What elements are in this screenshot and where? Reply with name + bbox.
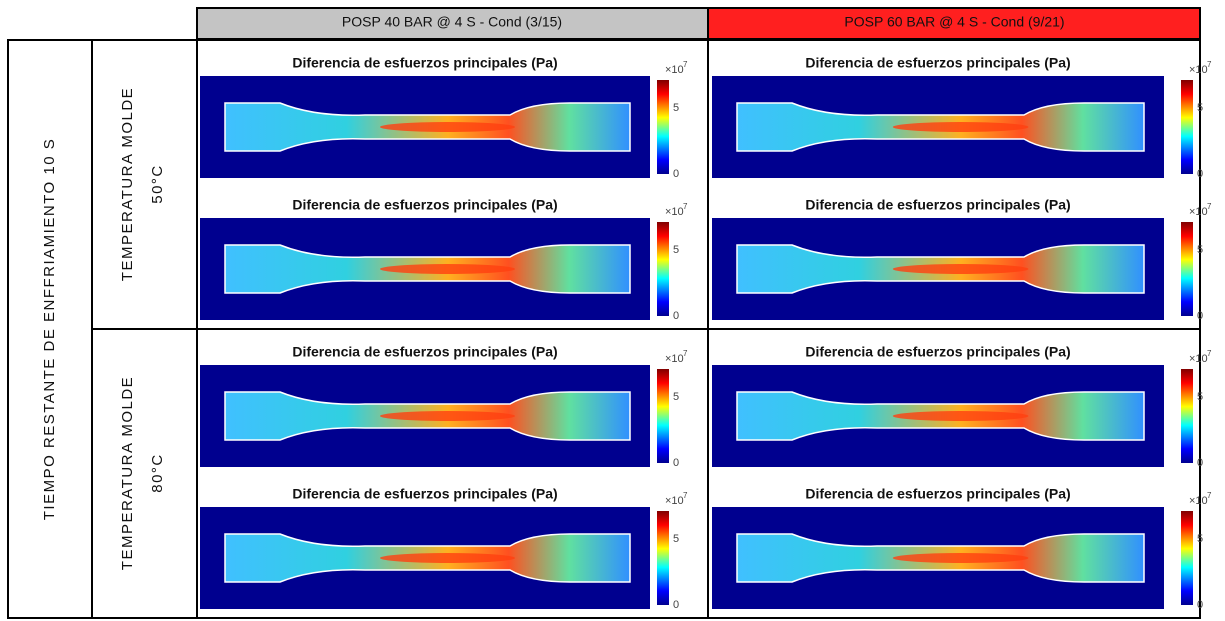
colorbar — [1181, 511, 1193, 605]
plot-title: Diferencia de esfuerzos principales (Pa) — [805, 344, 1070, 360]
plot-title: Diferencia de esfuerzos principales (Pa) — [292, 197, 557, 213]
stress-band — [380, 122, 515, 132]
column-header: POSP 40 BAR @ 4 S - Cond (3/15) — [342, 14, 562, 30]
colorbar-tick: 0 — [1197, 310, 1203, 322]
stress-band — [380, 411, 515, 421]
colorbar-tick: 5 — [673, 244, 679, 256]
stress-band — [380, 553, 515, 563]
plot-title: Diferencia de esfuerzos principales (Pa) — [292, 344, 557, 360]
column-header-bg — [197, 8, 707, 38]
colorbar-scale: ×10 — [665, 495, 684, 507]
stress-band — [892, 122, 1029, 132]
colorbar-scale: ×10 — [1189, 206, 1208, 218]
colorbar-scale: ×10 — [665, 64, 684, 76]
colorbar-exponent: 7 — [1207, 491, 1212, 500]
colorbar-tick: 5 — [673, 533, 679, 545]
colorbar-exponent: 7 — [683, 60, 688, 69]
stress-band — [892, 264, 1029, 274]
plot-title: Diferencia de esfuerzos principales (Pa) — [805, 55, 1070, 71]
colorbar-tick: 5 — [1197, 244, 1203, 256]
plot-title: Diferencia de esfuerzos principales (Pa) — [292, 486, 557, 502]
stress-band — [892, 553, 1029, 563]
row-label: TEMPERATURA MOLDE — [119, 376, 136, 570]
colorbar-exponent: 7 — [683, 491, 688, 500]
colorbar-tick: 0 — [673, 310, 679, 322]
colorbar — [1181, 369, 1193, 463]
colorbar-tick: 5 — [673, 391, 679, 403]
colorbar — [657, 222, 669, 316]
row-label: 50°C — [149, 164, 166, 204]
stress-band — [892, 411, 1029, 421]
colorbar-tick: 5 — [1197, 102, 1203, 114]
colorbar-scale: ×10 — [1189, 353, 1208, 365]
row-label: TEMPERATURA MOLDE — [119, 87, 136, 281]
colorbar-exponent: 7 — [683, 349, 688, 358]
plot-title: Diferencia de esfuerzos principales (Pa) — [805, 486, 1070, 502]
colorbar-tick: 5 — [1197, 391, 1203, 403]
colorbar — [657, 511, 669, 605]
colorbar-tick: 5 — [673, 102, 679, 114]
colorbar-scale: ×10 — [1189, 495, 1208, 507]
table-borders — [7, 7, 1201, 619]
colorbar-tick: 0 — [1197, 168, 1203, 180]
colorbar-exponent: 7 — [1207, 349, 1212, 358]
colorbar-tick: 5 — [1197, 533, 1203, 545]
column-header: POSP 60 BAR @ 4 S - Cond (9/21) — [844, 14, 1064, 30]
column-header-bg — [709, 8, 1200, 38]
colorbar — [1181, 80, 1193, 174]
plot-title: Diferencia de esfuerzos principales (Pa) — [292, 55, 557, 71]
colorbar-exponent: 7 — [1207, 202, 1212, 211]
colorbar-tick: 0 — [1197, 599, 1203, 611]
colorbar-tick: 0 — [673, 599, 679, 611]
colorbar-tick: 0 — [673, 168, 679, 180]
row-label: 80°C — [149, 453, 166, 493]
stress-band — [380, 264, 515, 274]
colorbar — [657, 369, 669, 463]
plot-title: Diferencia de esfuerzos principales (Pa) — [805, 197, 1070, 213]
colorbar-exponent: 7 — [1207, 60, 1212, 69]
colorbar-scale: ×10 — [665, 206, 684, 218]
row-group-label: TIEMPO RESTANTE DE ENFFRIAMIENTO 10 S — [41, 138, 58, 521]
colorbar-tick: 0 — [1197, 457, 1203, 469]
colorbar-tick: 0 — [673, 457, 679, 469]
colorbar-exponent: 7 — [683, 202, 688, 211]
colorbar-scale: ×10 — [665, 353, 684, 365]
colorbar — [657, 80, 669, 174]
colorbar — [1181, 222, 1193, 316]
colorbar-scale: ×10 — [1189, 64, 1208, 76]
